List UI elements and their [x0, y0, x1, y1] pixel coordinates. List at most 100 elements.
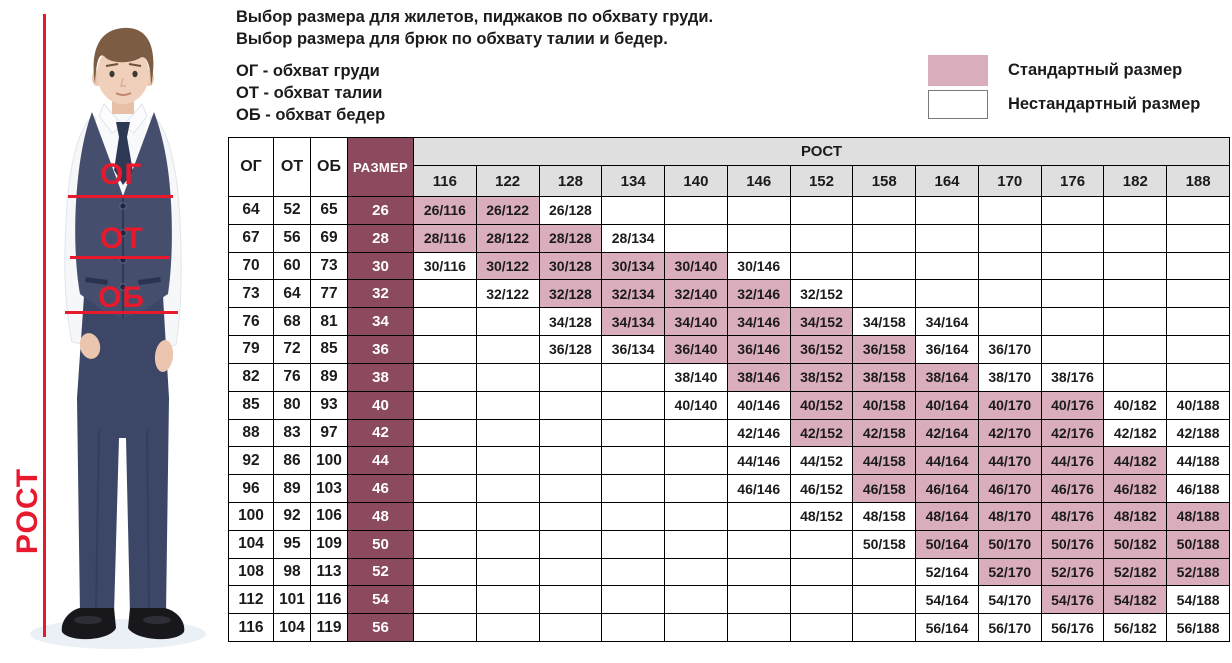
mouth [115, 92, 132, 96]
size-height-cell: 32/140 [664, 279, 728, 309]
height-measure-line [43, 14, 46, 637]
height-column-header: 182 [1103, 165, 1168, 197]
waist-value: 56 [273, 223, 311, 253]
size-row: 73 64 77 32 32/122 32/128 32/134 32/140 32/146 32… [228, 279, 1230, 309]
size-height-cell: 38/176 [1040, 362, 1105, 392]
size-height-cell: 26/128 [538, 196, 603, 225]
hands [79, 333, 174, 372]
size-height-cell-empty [664, 446, 728, 476]
intro-line-2: Выбор размера для брюк по обхвату талии … [236, 30, 668, 48]
size-height-cell-empty [413, 362, 477, 392]
size-height-cell: 38/140 [664, 362, 728, 392]
chest-value: 108 [228, 557, 274, 587]
size-height-cell-empty [413, 613, 477, 642]
height-column-header: 158 [852, 165, 917, 197]
size-height-cell: 56/170 [977, 613, 1042, 642]
size-height-cell: 42/170 [977, 418, 1042, 448]
size-value: 48 [347, 501, 414, 531]
hips-value: 106 [310, 501, 348, 531]
size-height-cell: 40/158 [852, 390, 917, 420]
size-height-cell: 44/188 [1166, 446, 1230, 476]
chest-value: 76 [228, 307, 274, 337]
size-row: 85 80 93 40 40/140 40/146 40/152 40/158 40/164 40… [228, 390, 1230, 420]
size-height-cell-empty [601, 501, 666, 531]
size-height-cell-empty [601, 196, 666, 225]
size-height-cell-empty [852, 223, 917, 253]
vest-pocket [85, 277, 108, 285]
size-height-cell-empty [789, 585, 854, 615]
size-height-cell-empty [601, 418, 666, 448]
size-height-cell-empty [852, 251, 917, 281]
size-height-cell: 38/152 [789, 362, 854, 392]
size-height-cell-empty [1103, 251, 1168, 281]
size-height-cell: 52/164 [915, 557, 979, 587]
size-height-cell: 42/158 [852, 418, 917, 448]
size-height-cell-empty [1166, 362, 1230, 392]
nose [120, 77, 126, 87]
size-height-cell: 42/176 [1040, 418, 1105, 448]
size-height-cell: 52/176 [1040, 557, 1105, 587]
size-height-cell-empty [475, 501, 540, 531]
abbreviation-list: ОГ - обхват груди ОТ - обхват талии ОБ -… [236, 60, 385, 126]
hips-value: 103 [310, 474, 348, 503]
size-value: 56 [347, 613, 414, 642]
size-height-cell-empty [413, 307, 477, 337]
size-height-cell: 40/152 [789, 390, 854, 420]
size-value: 52 [347, 557, 414, 587]
size-height-cell-empty [789, 557, 854, 587]
chest-column-header: ОГ [228, 137, 274, 197]
size-row: 82 76 89 38 38/140 38/146 38/152 38/158 38/164 38… [228, 362, 1230, 392]
size-height-cell: 26/116 [413, 196, 477, 225]
size-height-cell-empty [1103, 335, 1168, 364]
size-height-cell-empty [601, 390, 666, 420]
size-height-cell-empty [726, 585, 791, 615]
nonstandard-size-swatch [928, 90, 988, 119]
size-value: 30 [347, 251, 414, 281]
eyebrow [128, 63, 142, 67]
size-height-cell-empty [601, 529, 666, 559]
size-height-cell-empty [475, 474, 540, 503]
size-height-cell: 34/128 [538, 307, 603, 337]
size-height-cell: 46/188 [1166, 474, 1230, 503]
chest-value: 88 [228, 418, 274, 448]
size-height-cell: 30/128 [538, 251, 603, 281]
size-height-cell: 50/164 [915, 529, 979, 559]
size-height-cell: 36/128 [538, 335, 603, 364]
size-height-cell: 36/134 [601, 335, 666, 364]
size-height-cell-empty [413, 279, 477, 309]
size-height-cell-empty [664, 613, 728, 642]
size-height-cell: 40/182 [1103, 390, 1168, 420]
chest-value: 100 [228, 501, 274, 531]
size-height-cell-empty [1040, 307, 1105, 337]
size-height-cell: 50/176 [1040, 529, 1105, 559]
hips-value: 93 [310, 390, 348, 420]
size-height-cell: 46/164 [915, 474, 979, 503]
waist-value: 83 [273, 418, 311, 448]
chest-value: 82 [228, 362, 274, 392]
size-height-cell: 30/116 [413, 251, 477, 281]
hair [93, 27, 154, 87]
waist-value: 52 [273, 196, 311, 225]
size-height-cell-empty [852, 279, 917, 309]
height-column-header: 170 [977, 165, 1042, 197]
size-height-cell: 44/164 [915, 446, 979, 476]
size-height-cell: 42/146 [726, 418, 791, 448]
size-height-cell: 30/134 [601, 251, 666, 281]
size-height-cell-empty [475, 613, 540, 642]
vest-pocket [138, 277, 161, 285]
size-height-cell-empty [475, 390, 540, 420]
size-height-cell-empty [664, 196, 728, 225]
waist-value: 72 [273, 335, 311, 364]
chest-value: 73 [228, 279, 274, 309]
size-height-cell: 46/182 [1103, 474, 1168, 503]
size-height-cell: 30/122 [475, 251, 540, 281]
size-height-cell-empty [915, 279, 979, 309]
size-height-cell: 34/164 [915, 307, 979, 337]
size-height-cell-empty [1166, 223, 1230, 253]
abbr-hips: ОБ - обхват бедер [236, 106, 386, 124]
size-height-cell: 36/140 [664, 335, 728, 364]
vest-button [119, 202, 127, 210]
size-height-cell-empty [601, 362, 666, 392]
size-height-cell-empty [601, 446, 666, 476]
chest-value: 79 [228, 335, 274, 364]
